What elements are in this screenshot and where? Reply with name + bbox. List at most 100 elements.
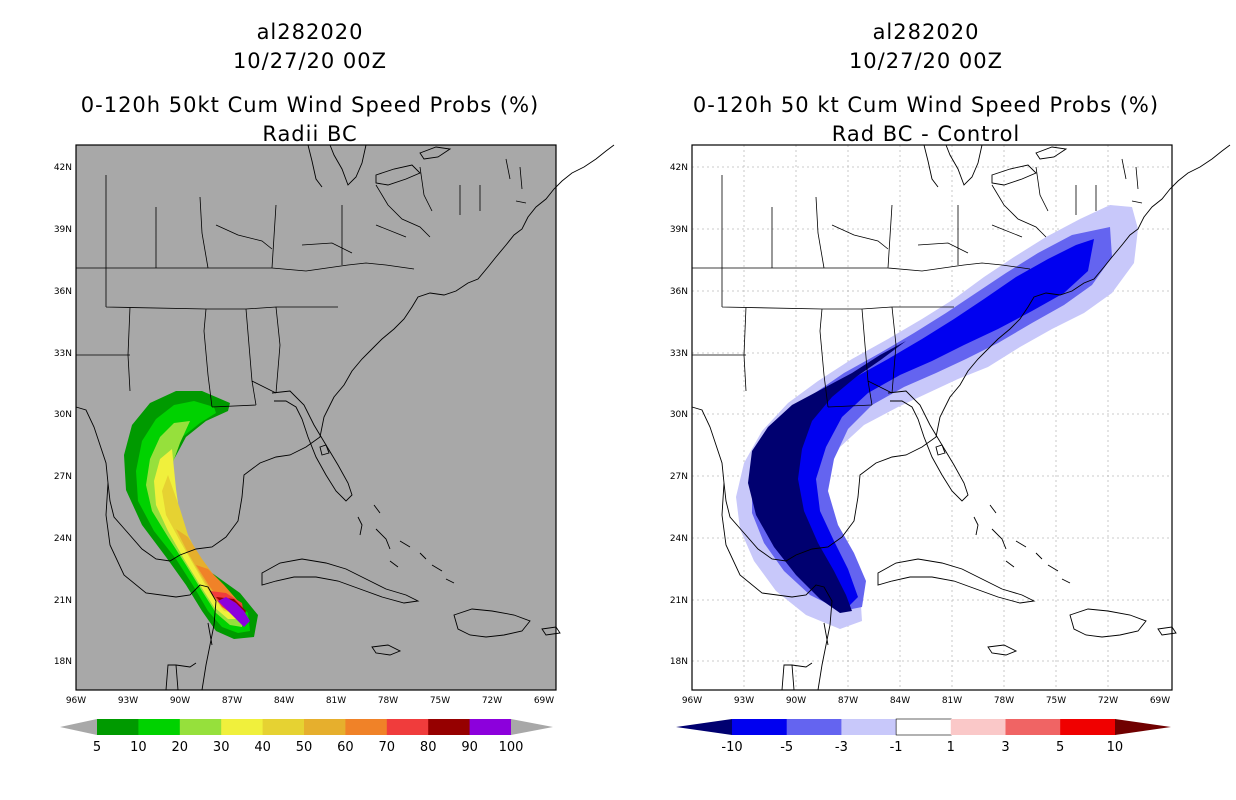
left-lon-label: 96W [66,696,86,706]
right-colorbar-swatch [895,718,952,736]
left-lon-label: 84W [274,696,294,706]
left-lon-label: 81W [326,696,346,706]
left-init-time: 10/27/20 00Z [232,49,388,73]
left-product-title: 0-120h 50kt Cum Wind Speed Probs (%) [80,93,540,117]
right-map-panel [691,144,1231,691]
right-colorbar-high-arrow [1115,719,1171,735]
right-title-block: al282020 10/27/20 00Z 0-120h 50 kt Cum W… [676,18,1176,149]
axis-tick-labels: 42N 39N 36N 33N 30N 27N 24N 21N 18N 96W 93W 90W 87W 8… [54,163,1170,706]
left-lon-label: 72W [482,696,502,706]
right-init-time: 10/27/20 00Z [848,49,1004,73]
right-colorbar-swatch [1060,719,1116,735]
left-colorbar-label: 40 [254,740,271,755]
right-colorbar-label: -10 [721,740,742,755]
right-lat-label: 42N [670,163,688,173]
left-lon-label: 75W [430,696,450,706]
left-colorbar-swatch [138,719,181,735]
left-storm-id: al282020 [256,20,364,44]
left-lat-label: 42N [54,163,72,173]
left-colorbar-swatch [262,719,305,735]
left-lat-label: 21N [54,596,72,606]
right-lat-label: 27N [670,472,688,482]
left-map-panel [75,144,615,691]
right-colorbar: -10 -5 -3 -1 1 3 5 10 [676,718,1171,755]
right-subtitle: Rad BC - Control [831,122,1021,146]
left-lon-label: 69W [534,696,554,706]
right-lat-label: 21N [670,596,688,606]
right-lat-label: 18N [670,657,688,667]
left-lat-label: 18N [54,657,72,667]
left-lon-label: 90W [170,696,190,706]
right-lat-label: 30N [670,410,688,420]
right-map-frame [691,144,1173,691]
right-swath-minus3 [752,227,1112,611]
right-lat-label: 33N [670,349,688,359]
right-colorbar-swatch [732,719,788,735]
left-lat-label: 27N [54,472,72,482]
left-colorbar-swatch [304,719,346,735]
left-lat-label: 30N [54,410,72,420]
right-colorbar-label: 10 [1107,740,1124,755]
left-colorbar-label: 10 [130,740,147,755]
left-colorbar: 5 10 20 30 40 50 60 70 80 90 100 [60,719,553,755]
right-lat-label: 36N [670,287,688,297]
right-colorbar-label: 1 [947,740,955,755]
left-colorbar-label: 5 [93,740,101,755]
left-colorbar-label: 80 [420,740,437,755]
left-map-frame [75,144,557,691]
right-colorbar-swatch [786,719,842,735]
right-colorbar-label: -1 [890,740,903,755]
left-swath-30 [154,449,238,619]
left-lat-label: 39N [54,225,72,235]
right-lat-label: 39N [670,225,688,235]
left-lon-label: 87W [222,696,242,706]
left-colorbar-swatch [386,719,429,735]
left-colorbar-swatch [97,719,139,735]
right-lon-label: 72W [1098,696,1118,706]
right-lon-label: 93W [734,696,754,706]
left-colorbar-swatch [179,719,222,735]
left-colorbar-label: 70 [379,740,396,755]
left-swath-40 [162,475,234,613]
right-lon-label: 96W [682,696,702,706]
left-lon-label: 78W [378,696,398,706]
right-lon-label: 69W [1150,696,1170,706]
right-colorbar-label: 5 [1056,740,1064,755]
right-lon-label: 84W [890,696,910,706]
left-subtitle: Radii BC [262,122,358,146]
left-lon-label: 93W [118,696,138,706]
left-lat-label: 33N [54,349,72,359]
left-colorbar-label: 20 [172,740,189,755]
right-lon-label: 75W [1046,696,1066,706]
left-swath-100 [218,597,250,627]
right-colorbar-label: -5 [780,740,793,755]
left-lat-label: 24N [54,534,72,544]
left-colorbar-swatch [221,719,264,735]
left-colorbar-label: 60 [337,740,354,755]
right-colorbar-swatch [950,719,1006,735]
left-colorbar-swatch [469,719,512,735]
right-colorbar-swatch [1005,719,1061,735]
right-lon-label: 78W [994,696,1014,706]
right-storm-id: al282020 [872,20,980,44]
right-swath-minus5 [764,239,1094,607]
right-lon-label: 81W [942,696,962,706]
right-lat-label: 24N [670,534,688,544]
left-colorbar-high-arrow [511,719,553,735]
left-title-block: al282020 10/27/20 00Z 0-120h 50kt Cum Wi… [60,18,560,149]
left-colorbar-label: 30 [213,740,230,755]
right-colorbar-swatch [841,719,897,735]
left-colorbar-swatch [345,719,388,735]
left-lat-label: 36N [54,287,72,297]
right-colorbar-label: -3 [835,740,848,755]
right-lon-label: 90W [786,696,806,706]
left-colorbar-label: 100 [499,740,524,755]
right-colorbar-low-arrow [676,719,732,735]
right-colorbar-label: 3 [1001,740,1009,755]
left-colorbar-label: 90 [461,740,478,755]
right-product-title: 0-120h 50 kt Cum Wind Speed Probs (%) [692,93,1160,117]
left-colorbar-swatch [428,719,471,735]
left-colorbar-low-arrow [60,719,97,735]
right-lon-label: 87W [838,696,858,706]
